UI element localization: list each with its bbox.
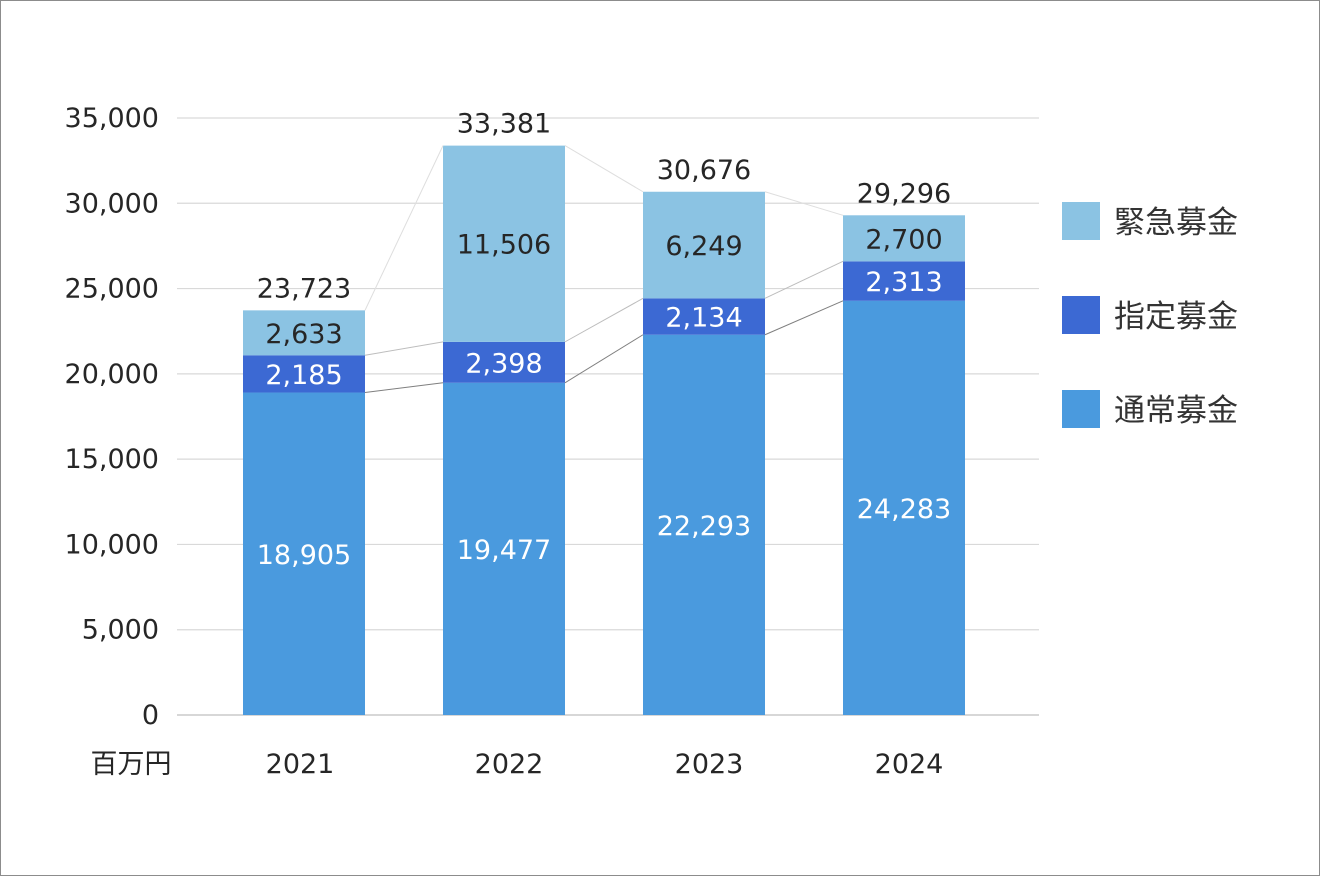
segment-value-label: 2,700 [865, 224, 942, 255]
bar-segment [643, 334, 765, 715]
legend-swatch [1062, 296, 1100, 334]
series-connector-line [564, 334, 644, 384]
segment-value-label: 2,313 [865, 267, 942, 298]
x-category-label: 2021 [266, 749, 335, 780]
y-axis-ticks: 0 5,000 10,000 15,000 20,000 25,000 30,000 35,0… [65, 103, 159, 731]
segment-value-label: 24,283 [857, 494, 951, 525]
segment-value-label: 2,134 [665, 303, 742, 334]
segment-value-label: 22,293 [657, 511, 751, 542]
unit-label: 百万円 [91, 749, 172, 780]
total-label: 29,296 [857, 178, 951, 209]
data-labels: 18,905 2,185 2,633 23,723 19,477 2,398 11,506 3… [257, 109, 951, 571]
segment-value-label: 18,905 [257, 540, 351, 571]
segment-value-label: 2,633 [265, 319, 342, 350]
series-connector-line [364, 145, 444, 311]
y-tick-label: 30,000 [65, 188, 159, 219]
bar-segment [443, 382, 565, 715]
segment-value-label: 11,506 [457, 230, 551, 261]
series-connector-line [364, 382, 444, 394]
bar-segment [243, 392, 365, 715]
bar-segment [643, 298, 765, 335]
bars [243, 145, 965, 715]
bar-segment [843, 215, 965, 262]
x-category-label: 2023 [675, 749, 744, 780]
y-tick-label: 20,000 [65, 359, 159, 390]
series-lines [364, 145, 844, 394]
legend-label: 通常募金 [1114, 393, 1238, 429]
bar-segment [843, 261, 965, 301]
bar-segment [643, 191, 765, 299]
segment-value-label: 6,249 [665, 231, 742, 262]
y-tick-label: 10,000 [65, 529, 159, 560]
series-connector-line [564, 297, 644, 343]
y-tick-label: 5,000 [82, 615, 159, 646]
y-tick-label: 0 [142, 700, 159, 731]
legend-swatch [1062, 202, 1100, 240]
series-connector-line [764, 191, 844, 216]
x-category-label: 2024 [875, 749, 944, 780]
bar-segment [243, 310, 365, 356]
total-label: 30,676 [657, 155, 751, 186]
legend-label: 指定募金 [1114, 299, 1238, 335]
bar-segment [443, 341, 565, 383]
total-label: 23,723 [257, 273, 351, 304]
bar-segment [443, 145, 565, 342]
y-tick-label: 35,000 [65, 103, 159, 134]
x-axis-categories: 2021 2022 2023 2024 [266, 749, 944, 780]
segment-value-label: 2,398 [465, 348, 542, 379]
series-connector-line [564, 145, 644, 193]
legend-swatch [1062, 390, 1100, 428]
segment-value-label: 2,185 [265, 360, 342, 391]
bar-segment [843, 300, 965, 715]
bar-segment [243, 355, 365, 393]
y-tick-label: 15,000 [65, 444, 159, 475]
y-tick-label: 25,000 [65, 274, 159, 305]
legend-label: 緊急募金 [1114, 205, 1238, 241]
series-connector-line [764, 260, 844, 299]
segment-value-label: 19,477 [457, 535, 551, 566]
x-category-label: 2022 [475, 749, 544, 780]
series-connector-line [764, 300, 844, 336]
total-label: 33,381 [457, 109, 551, 140]
series-connector-line [364, 341, 444, 356]
